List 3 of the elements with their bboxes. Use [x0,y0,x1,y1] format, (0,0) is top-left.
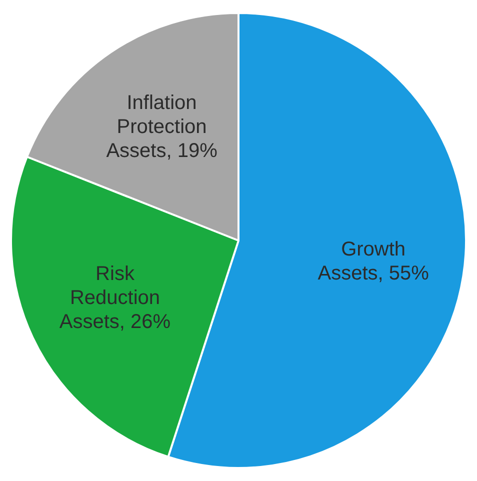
slice-label: Inflation Protection Assets, 19% [106,92,218,162]
slice-label: Growth Assets, 55% [318,238,430,284]
slice-label: Risk Reduction Assets, 26% [59,263,171,334]
